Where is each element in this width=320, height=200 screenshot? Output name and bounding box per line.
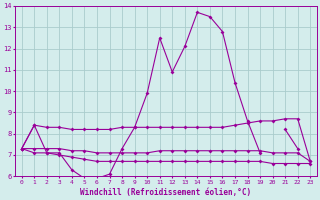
- X-axis label: Windchill (Refroidissement éolien,°C): Windchill (Refroidissement éolien,°C): [80, 188, 252, 197]
